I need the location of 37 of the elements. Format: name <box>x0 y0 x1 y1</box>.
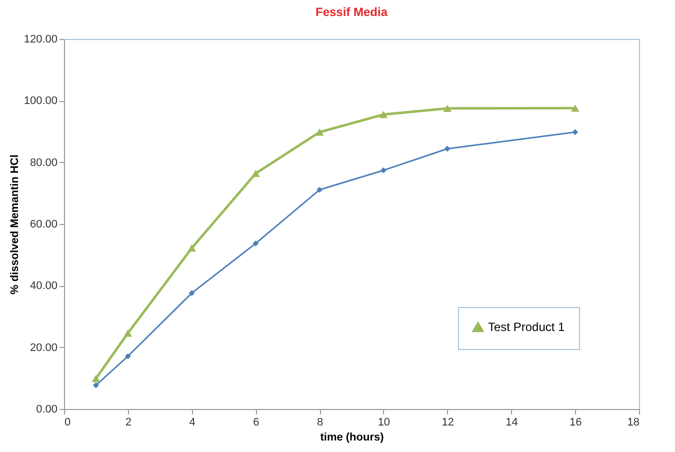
x-tick-label: 2 <box>125 416 132 428</box>
x-tick-label: 4 <box>189 416 196 428</box>
point <box>188 244 196 252</box>
y-tick-label: 60.00 <box>30 218 58 230</box>
point <box>92 374 100 382</box>
point <box>380 167 386 174</box>
legend-label: Test Product 1 <box>488 320 566 334</box>
x-tick-label: 18 <box>627 416 640 428</box>
point <box>252 240 259 246</box>
point <box>570 104 580 112</box>
point <box>572 129 578 136</box>
y-axis-title: % dissolved Memantin HCl <box>8 154 21 294</box>
x-tick-label: 12 <box>442 416 454 428</box>
y-tick-label: 40.00 <box>30 280 58 292</box>
point <box>124 353 131 360</box>
point <box>444 146 450 152</box>
y-tick-label: 120.00 <box>24 34 58 46</box>
chart-title: Fessif Media <box>315 5 388 19</box>
x-tick-label: 6 <box>253 416 260 428</box>
y-tick-label: 0.00 <box>36 404 58 416</box>
y-tick-label: 100.00 <box>24 95 58 108</box>
point <box>379 110 388 118</box>
y-tick-label: 20.00 <box>30 342 58 354</box>
point <box>188 290 195 296</box>
x-tick-label: 10 <box>378 416 390 428</box>
point <box>443 104 452 112</box>
point <box>315 128 324 136</box>
x-tick-label: 8 <box>316 416 324 428</box>
point <box>92 382 99 388</box>
point <box>124 330 132 337</box>
x-tick-label: 0 <box>64 416 71 428</box>
point <box>316 186 323 193</box>
y-tick-label: 80.00 <box>30 156 58 169</box>
x-axis-title: time (hours) <box>320 432 384 444</box>
point <box>251 170 260 178</box>
x-tick-label: 14 <box>506 416 518 428</box>
x-tick-label: 16 <box>569 416 582 428</box>
